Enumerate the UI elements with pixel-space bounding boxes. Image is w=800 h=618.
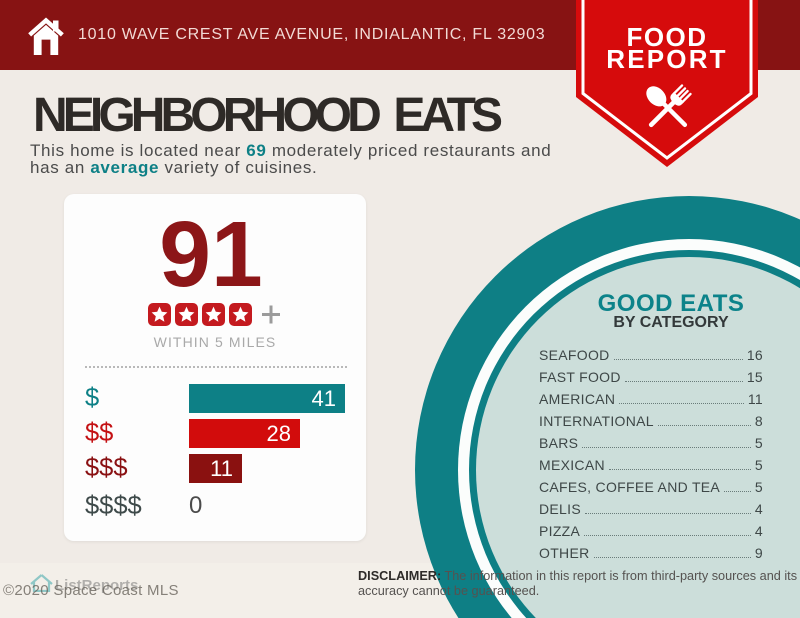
svg-text:REPORT: REPORT: [606, 44, 728, 74]
svg-text:FOOD: FOOD: [626, 22, 707, 52]
